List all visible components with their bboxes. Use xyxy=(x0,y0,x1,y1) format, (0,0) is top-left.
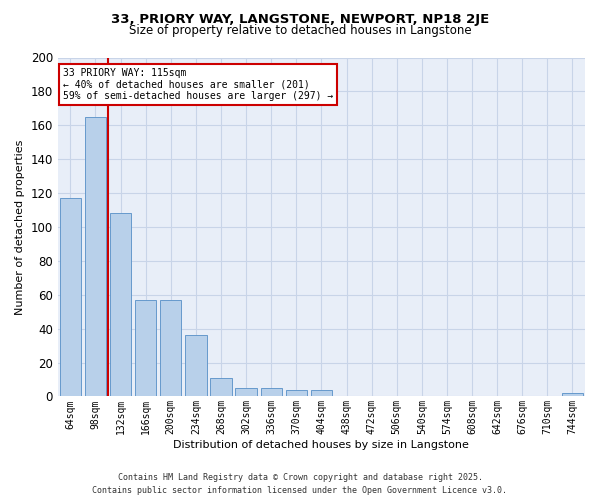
Bar xyxy=(135,300,157,396)
Bar xyxy=(59,198,81,396)
Bar xyxy=(211,378,232,396)
Bar xyxy=(311,390,332,396)
Bar xyxy=(562,393,583,396)
Text: 33, PRIORY WAY, LANGSTONE, NEWPORT, NP18 2JE: 33, PRIORY WAY, LANGSTONE, NEWPORT, NP18… xyxy=(111,12,489,26)
Bar xyxy=(260,388,282,396)
X-axis label: Distribution of detached houses by size in Langstone: Distribution of detached houses by size … xyxy=(173,440,469,450)
Bar xyxy=(235,388,257,396)
Y-axis label: Number of detached properties: Number of detached properties xyxy=(15,140,25,314)
Bar xyxy=(110,214,131,396)
Text: 33 PRIORY WAY: 115sqm
← 40% of detached houses are smaller (201)
59% of semi-det: 33 PRIORY WAY: 115sqm ← 40% of detached … xyxy=(63,68,334,101)
Bar xyxy=(85,117,106,396)
Text: Contains HM Land Registry data © Crown copyright and database right 2025.
Contai: Contains HM Land Registry data © Crown c… xyxy=(92,474,508,495)
Bar xyxy=(185,336,206,396)
Text: Size of property relative to detached houses in Langstone: Size of property relative to detached ho… xyxy=(128,24,472,37)
Bar xyxy=(286,390,307,396)
Bar xyxy=(160,300,181,396)
